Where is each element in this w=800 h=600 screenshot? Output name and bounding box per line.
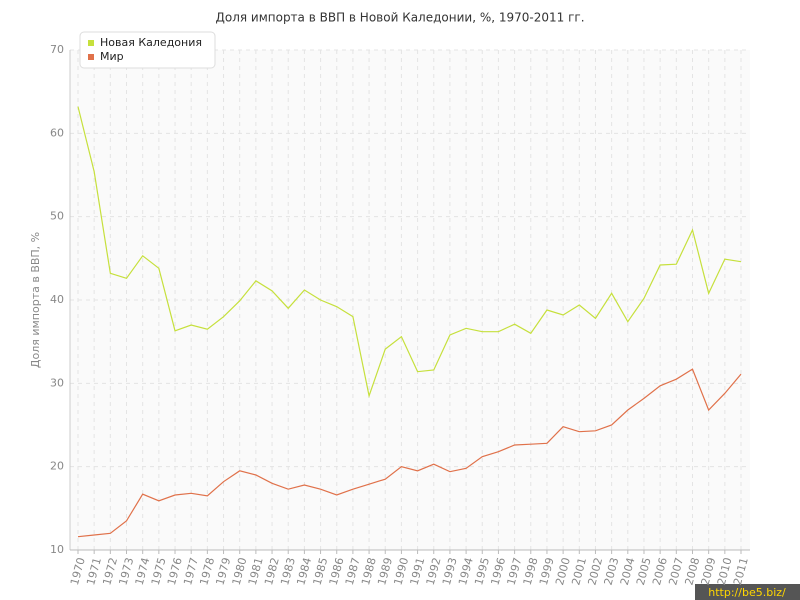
y-tick-label: 20 [50, 460, 64, 473]
y-axis-label: Доля импорта в ВВП, % [29, 232, 42, 368]
watermark-bg [695, 584, 800, 600]
legend-label: Новая Каледония [100, 36, 202, 49]
legend-swatch [88, 40, 94, 46]
legend-swatch [88, 54, 94, 60]
chart-title: Доля импорта в ВВП в Новой Каледонии, %,… [215, 11, 584, 25]
y-tick-label: 60 [50, 126, 64, 139]
legend-box [79, 31, 216, 69]
y-tick-label: 70 [50, 43, 64, 56]
y-tick-label: 30 [50, 376, 64, 389]
y-tick-label: 40 [50, 293, 64, 306]
series-line [77, 368, 742, 538]
watermark: http://be5.biz/ [708, 586, 786, 599]
legend-label: Мир [100, 50, 124, 63]
y-tick-label: 50 [50, 210, 64, 223]
series-line [77, 106, 742, 399]
y-tick-label: 10 [50, 543, 64, 556]
